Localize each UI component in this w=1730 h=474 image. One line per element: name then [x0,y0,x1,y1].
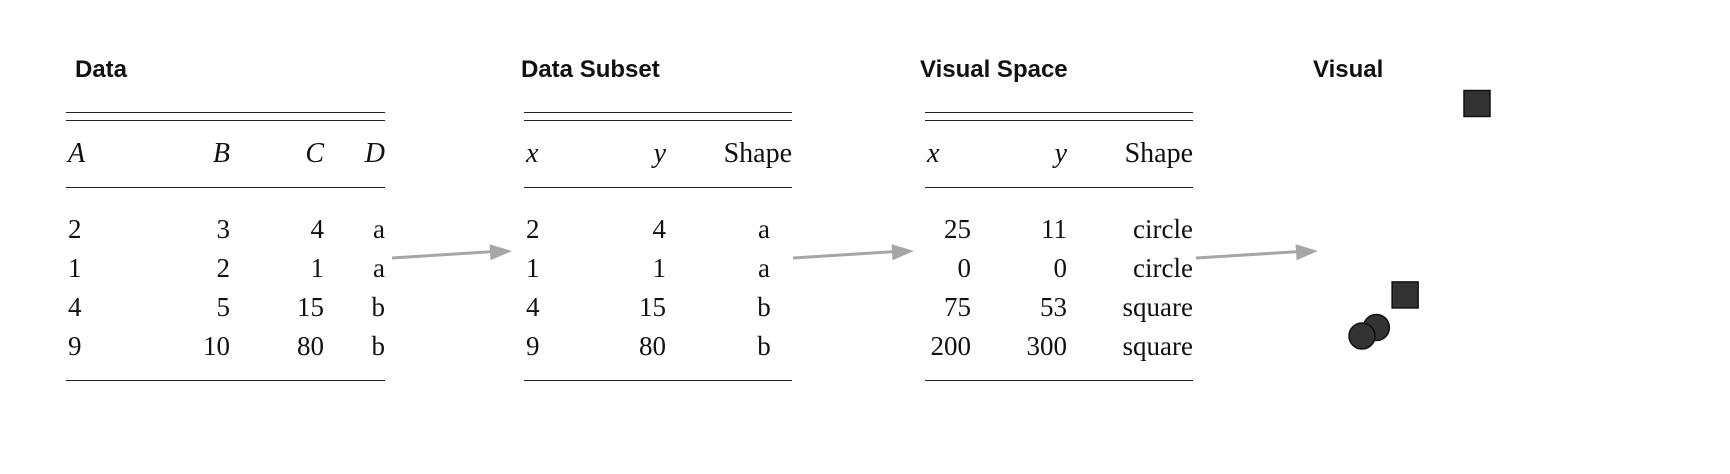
table-cell: 11 [1041,214,1067,244]
arrow-visual-space-to-visual-head [1295,244,1318,261]
table-row: 4 15 b [524,288,792,327]
table-cell: b [757,331,771,361]
header-x: x [526,138,539,169]
table-cell: 75 [944,292,971,322]
table-cell: a [373,253,385,283]
header-shape: Shape [723,138,792,169]
visual-space-title: Visual Space [920,56,1068,83]
data-table-header: A B C D [66,121,385,188]
data-subset-table: x y Shape 2 4 a 1 1 a 4 15 b 9 80 b [524,112,792,381]
table-row: 2 4 a [524,210,792,249]
header-c: C [305,138,324,169]
table-row: 4 5 15 b [66,288,385,327]
table-cell: circle [1133,253,1193,283]
table-cell: 4 [526,292,540,322]
table-cell: 2 [68,214,82,244]
table-row: 200 300 square [925,327,1194,366]
table-cell: 25 [944,214,971,244]
table-cell: 1 [526,253,540,283]
table-cell: 9 [526,331,540,361]
header-a: A [68,138,86,169]
table-cell: 1 [310,253,325,283]
table-cell: 4 [652,214,667,244]
arrow-data-to-subset-head [489,244,512,261]
data-title: Data [75,56,128,83]
table-cell: b [371,331,386,361]
arrow-subset-to-visual-space-head [891,244,914,261]
table-cell: a [373,214,385,244]
table-cell: 3 [216,214,231,244]
table-cell: 1 [652,253,667,283]
table-row: 2 3 4 a [66,210,385,249]
table-cell: 200 [930,331,972,361]
arrow-data-to-subset [391,249,503,260]
arrow-visual-space-to-visual [1195,249,1309,260]
table-cell: 300 [1026,331,1068,361]
table-row: 25 11 circle [925,210,1193,249]
table-cell: 15 [297,292,324,322]
arrow-subset-to-visual-space [792,249,905,260]
table-cell: 10 [203,331,230,361]
table-cell: 80 [297,331,324,361]
table-cell: a [758,214,770,244]
table-cell: b [371,292,386,322]
table-cell: 2 [526,214,540,244]
visual-space-table-header: x y Shape [925,121,1193,188]
header-y: y [653,138,666,169]
table-cell: 4 [68,292,82,322]
table-cell: a [758,253,770,283]
table-cell: 1 [68,253,82,283]
table-cell: 5 [216,292,231,322]
table-cell: 15 [639,292,666,322]
data-table: A B C D 2 3 4 a 1 2 1 a 4 5 15 b 9 10 80… [66,112,385,381]
header-b: B [212,138,230,169]
visual-mark-square [1463,89,1491,118]
table-row: 0 0 circle [925,249,1194,288]
table-cell: square [1122,292,1193,322]
visual-title: Visual [1313,56,1384,83]
data-subset-title: Data Subset [521,56,660,83]
visual-mark-square [1391,281,1419,309]
table-cell: circle [1133,214,1193,244]
header-d: D [364,138,385,169]
table-cell: b [757,292,771,322]
visual-space-table: x y Shape 25 11 circle 0 0 circle 75 53 … [925,112,1193,381]
header-y: y [1054,138,1067,169]
table-cell: 53 [1040,292,1067,322]
table-cell: 0 [957,253,972,283]
table-cell: 80 [639,331,666,361]
table-row: 9 80 b [524,327,792,366]
table-cell: 4 [310,214,325,244]
table-row: 9 10 80 b [66,327,385,366]
header-x: x [927,138,940,169]
table-cell: 2 [216,253,231,283]
table-row: 75 53 square [925,288,1193,327]
table-cell: 0 [1053,253,1068,283]
header-shape: Shape [1124,138,1193,169]
table-row: 1 1 a [524,249,792,288]
table-cell: square [1122,331,1193,361]
table-row: 1 2 1 a [66,249,385,288]
data-subset-table-header: x y Shape [524,121,792,188]
table-cell: 9 [68,331,82,361]
visual-mark-circle [1348,322,1376,350]
